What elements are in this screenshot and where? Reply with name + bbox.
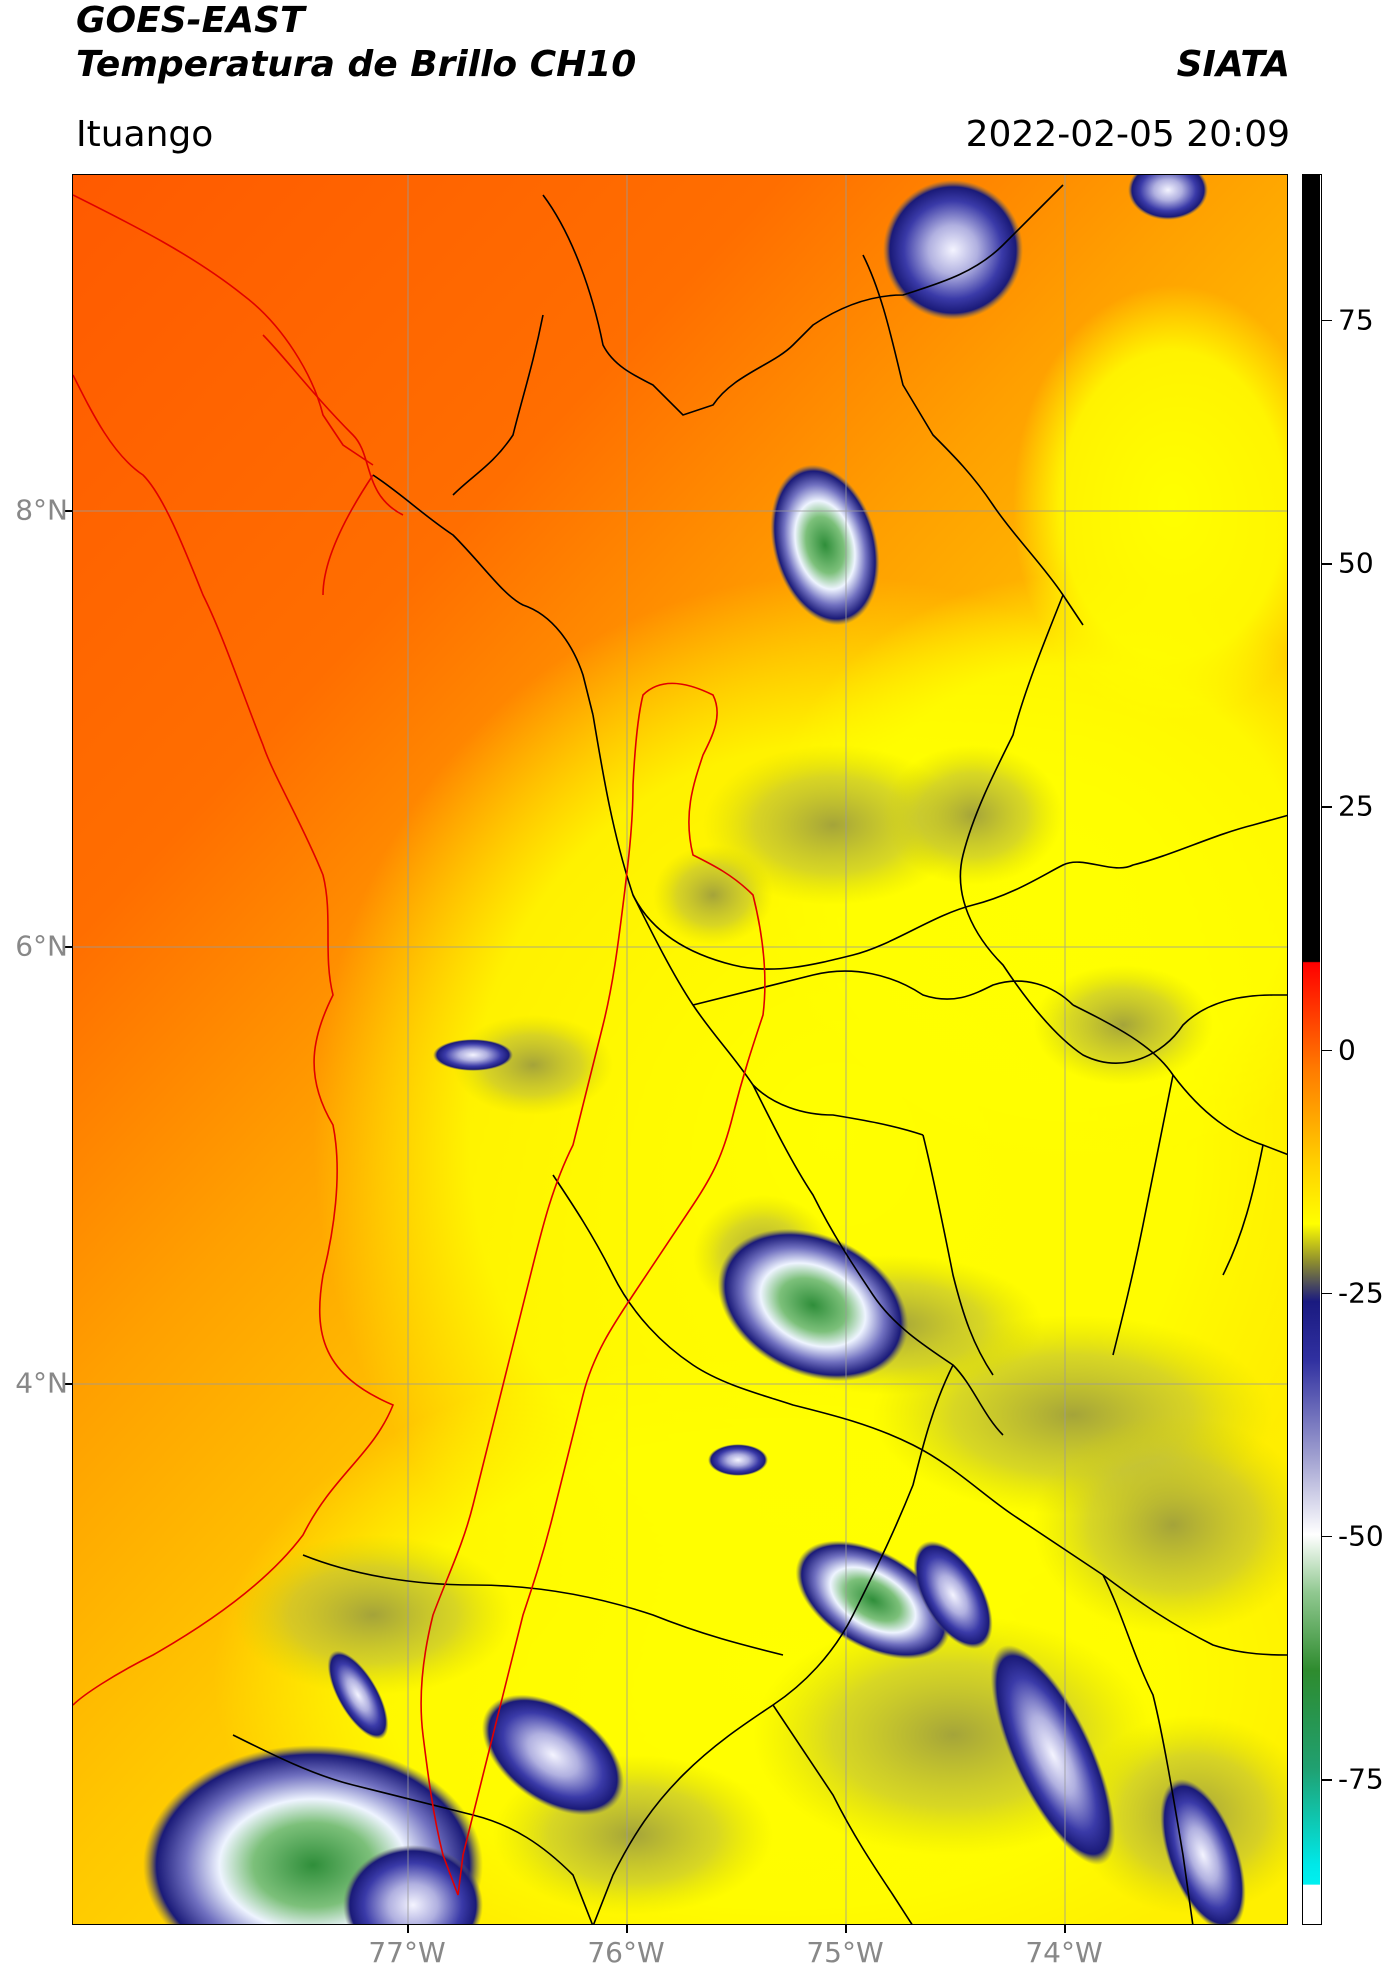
coastline [73, 194, 404, 1706]
location-label: Ituango [76, 114, 214, 155]
watershed-outline [420, 682, 766, 1896]
organization-label: SIATA [1176, 44, 1290, 85]
colorbar-tick [1322, 563, 1332, 565]
colorbar-tick-label: -25 [1338, 1276, 1384, 1310]
graticule [73, 175, 1287, 1924]
colorbar-tick [1322, 806, 1332, 808]
colorbar [1302, 174, 1322, 1925]
lon-label: 74°W [1025, 1936, 1103, 1969]
lon-tick [845, 1925, 847, 1933]
colorbar-tick [1322, 319, 1332, 322]
lon-tick [407, 1925, 409, 1933]
lon-tick [626, 1925, 628, 1933]
colorbar-tick-label: 25 [1338, 789, 1374, 823]
admin-borders [232, 184, 1287, 1924]
lat-tick [64, 510, 72, 512]
colorbar-tick [1322, 1779, 1332, 1781]
lat-tick [64, 946, 72, 948]
datetime-label: 2022-02-05 20:09 [965, 114, 1290, 155]
product-title: Temperatura de Brillo CH10 [76, 44, 637, 85]
lon-label: 75°W [806, 1936, 884, 1969]
lon-tick [1064, 1925, 1066, 1933]
colorbar-tick-label: 0 [1338, 1033, 1356, 1066]
convective-cells [143, 175, 1246, 1924]
satellite-title: GOES-EAST [76, 0, 305, 41]
lat-label: 6°N [15, 929, 68, 963]
colorbar-tick [1322, 1535, 1332, 1538]
colorbar-tick [1322, 1049, 1332, 1051]
lat-label: 8°N [15, 493, 68, 527]
lat-tick [64, 1383, 72, 1385]
colorbar-tick-label: -50 [1338, 1519, 1384, 1553]
colorbar-tick [1322, 1292, 1332, 1295]
lon-label: 76°W [587, 1936, 665, 1969]
colorbar-tick-label: -75 [1338, 1762, 1384, 1796]
lon-label: 77°W [368, 1936, 446, 1969]
lat-label: 4°N [15, 1366, 68, 1400]
satellite-map [72, 174, 1288, 1925]
colorbar-tick-label: 50 [1338, 546, 1374, 580]
colorbar-tick-label: 75 [1338, 303, 1374, 337]
